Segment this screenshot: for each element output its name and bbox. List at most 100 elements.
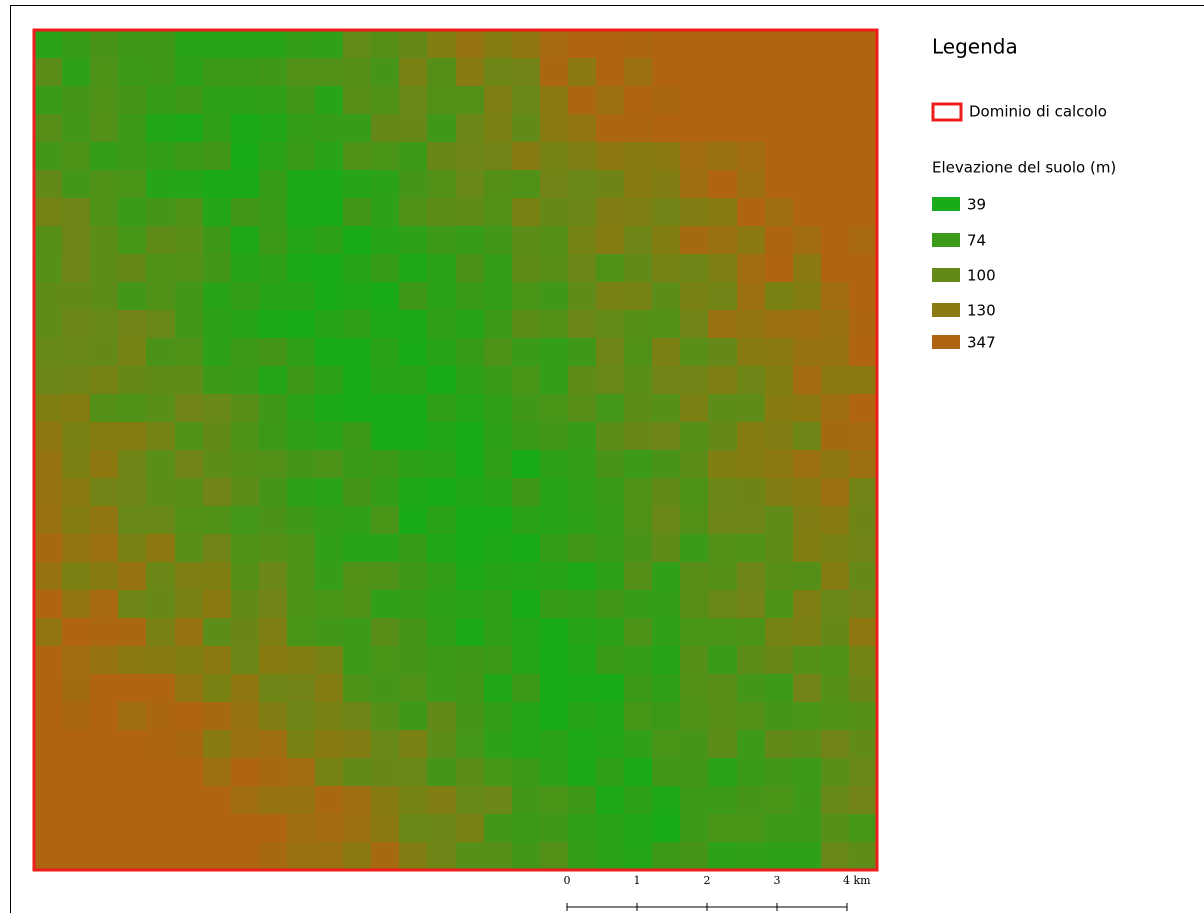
raster-cell xyxy=(596,422,624,450)
raster-cell xyxy=(343,338,371,366)
raster-cell xyxy=(371,730,399,758)
raster-cell xyxy=(652,534,680,562)
raster-cell xyxy=(568,646,596,674)
raster-cell xyxy=(118,786,146,814)
raster-cell xyxy=(737,366,765,394)
raster-cell xyxy=(680,58,708,86)
raster-cell xyxy=(765,590,793,618)
raster-cell xyxy=(708,842,737,870)
raster-cell xyxy=(315,674,343,702)
raster-cell xyxy=(456,842,484,870)
raster-cell xyxy=(512,30,540,58)
raster-cell xyxy=(371,534,399,562)
raster-cell xyxy=(203,142,231,170)
raster-cell xyxy=(793,198,821,226)
raster-cell xyxy=(821,58,849,86)
raster-cell xyxy=(118,310,146,338)
raster-cell xyxy=(484,282,512,310)
raster-cell xyxy=(652,646,680,674)
raster-cell xyxy=(427,30,456,58)
legend-swatch xyxy=(932,335,960,349)
raster-cell xyxy=(568,30,596,58)
raster-cell xyxy=(315,58,343,86)
raster-cell xyxy=(568,730,596,758)
raster-cell xyxy=(484,366,512,394)
raster-cell xyxy=(849,730,877,758)
raster-cell xyxy=(34,758,62,786)
raster-cell xyxy=(849,226,877,254)
raster-cell xyxy=(821,730,849,758)
raster-cell xyxy=(62,478,90,506)
raster-cell xyxy=(568,114,596,142)
raster-cell xyxy=(34,786,62,814)
raster-cell xyxy=(596,646,624,674)
raster-cell xyxy=(175,366,203,394)
raster-cell xyxy=(427,562,456,590)
raster-cell xyxy=(708,478,737,506)
raster-cell xyxy=(315,394,343,422)
raster-cell xyxy=(90,590,118,618)
raster-cell xyxy=(118,674,146,702)
raster-cell xyxy=(287,254,315,282)
raster-cell xyxy=(62,590,90,618)
raster-cell xyxy=(821,702,849,730)
raster-cell xyxy=(652,142,680,170)
raster-cell xyxy=(708,226,737,254)
raster-cell xyxy=(146,450,175,478)
raster-cell xyxy=(652,282,680,310)
raster-cell xyxy=(596,114,624,142)
raster-cell xyxy=(821,674,849,702)
raster-cell xyxy=(203,814,231,842)
raster-cell xyxy=(568,366,596,394)
raster-cell xyxy=(287,226,315,254)
raster-cell xyxy=(484,814,512,842)
raster-cell xyxy=(343,702,371,730)
raster-cell xyxy=(343,618,371,646)
raster-cell xyxy=(793,394,821,422)
raster-cell xyxy=(849,702,877,730)
raster-cell xyxy=(203,338,231,366)
raster-cell xyxy=(427,254,456,282)
raster-cell xyxy=(737,114,765,142)
raster-cell xyxy=(793,366,821,394)
raster-cell xyxy=(456,702,484,730)
raster-cell xyxy=(399,842,427,870)
raster-cell xyxy=(62,842,90,870)
raster-cell xyxy=(849,30,877,58)
raster-cell xyxy=(765,702,793,730)
raster-cell xyxy=(203,730,231,758)
raster-cell xyxy=(90,226,118,254)
raster-cell xyxy=(821,198,849,226)
raster-cell xyxy=(34,618,62,646)
raster-cell xyxy=(624,30,652,58)
raster-cell xyxy=(624,422,652,450)
raster-cell xyxy=(287,562,315,590)
raster-cell xyxy=(427,842,456,870)
raster-cell xyxy=(540,618,568,646)
raster-cell xyxy=(231,338,259,366)
raster-cell xyxy=(231,394,259,422)
raster-cell xyxy=(484,786,512,814)
raster-cell xyxy=(765,30,793,58)
raster-cell xyxy=(596,142,624,170)
raster-cell xyxy=(680,478,708,506)
raster-cell xyxy=(849,590,877,618)
raster-cell xyxy=(596,282,624,310)
raster-cell xyxy=(62,422,90,450)
raster-cell xyxy=(90,142,118,170)
raster-cell xyxy=(343,254,371,282)
raster-cell xyxy=(624,310,652,338)
raster-cell xyxy=(652,310,680,338)
raster-cell xyxy=(737,310,765,338)
raster-cell xyxy=(315,422,343,450)
raster-cell xyxy=(287,422,315,450)
raster-cell xyxy=(231,282,259,310)
raster-cell xyxy=(849,506,877,534)
raster-cell xyxy=(399,58,427,86)
raster-cell xyxy=(793,478,821,506)
raster-cell xyxy=(146,170,175,198)
raster-cell xyxy=(849,422,877,450)
raster-cell xyxy=(596,814,624,842)
raster-cell xyxy=(427,58,456,86)
raster-cell xyxy=(427,282,456,310)
